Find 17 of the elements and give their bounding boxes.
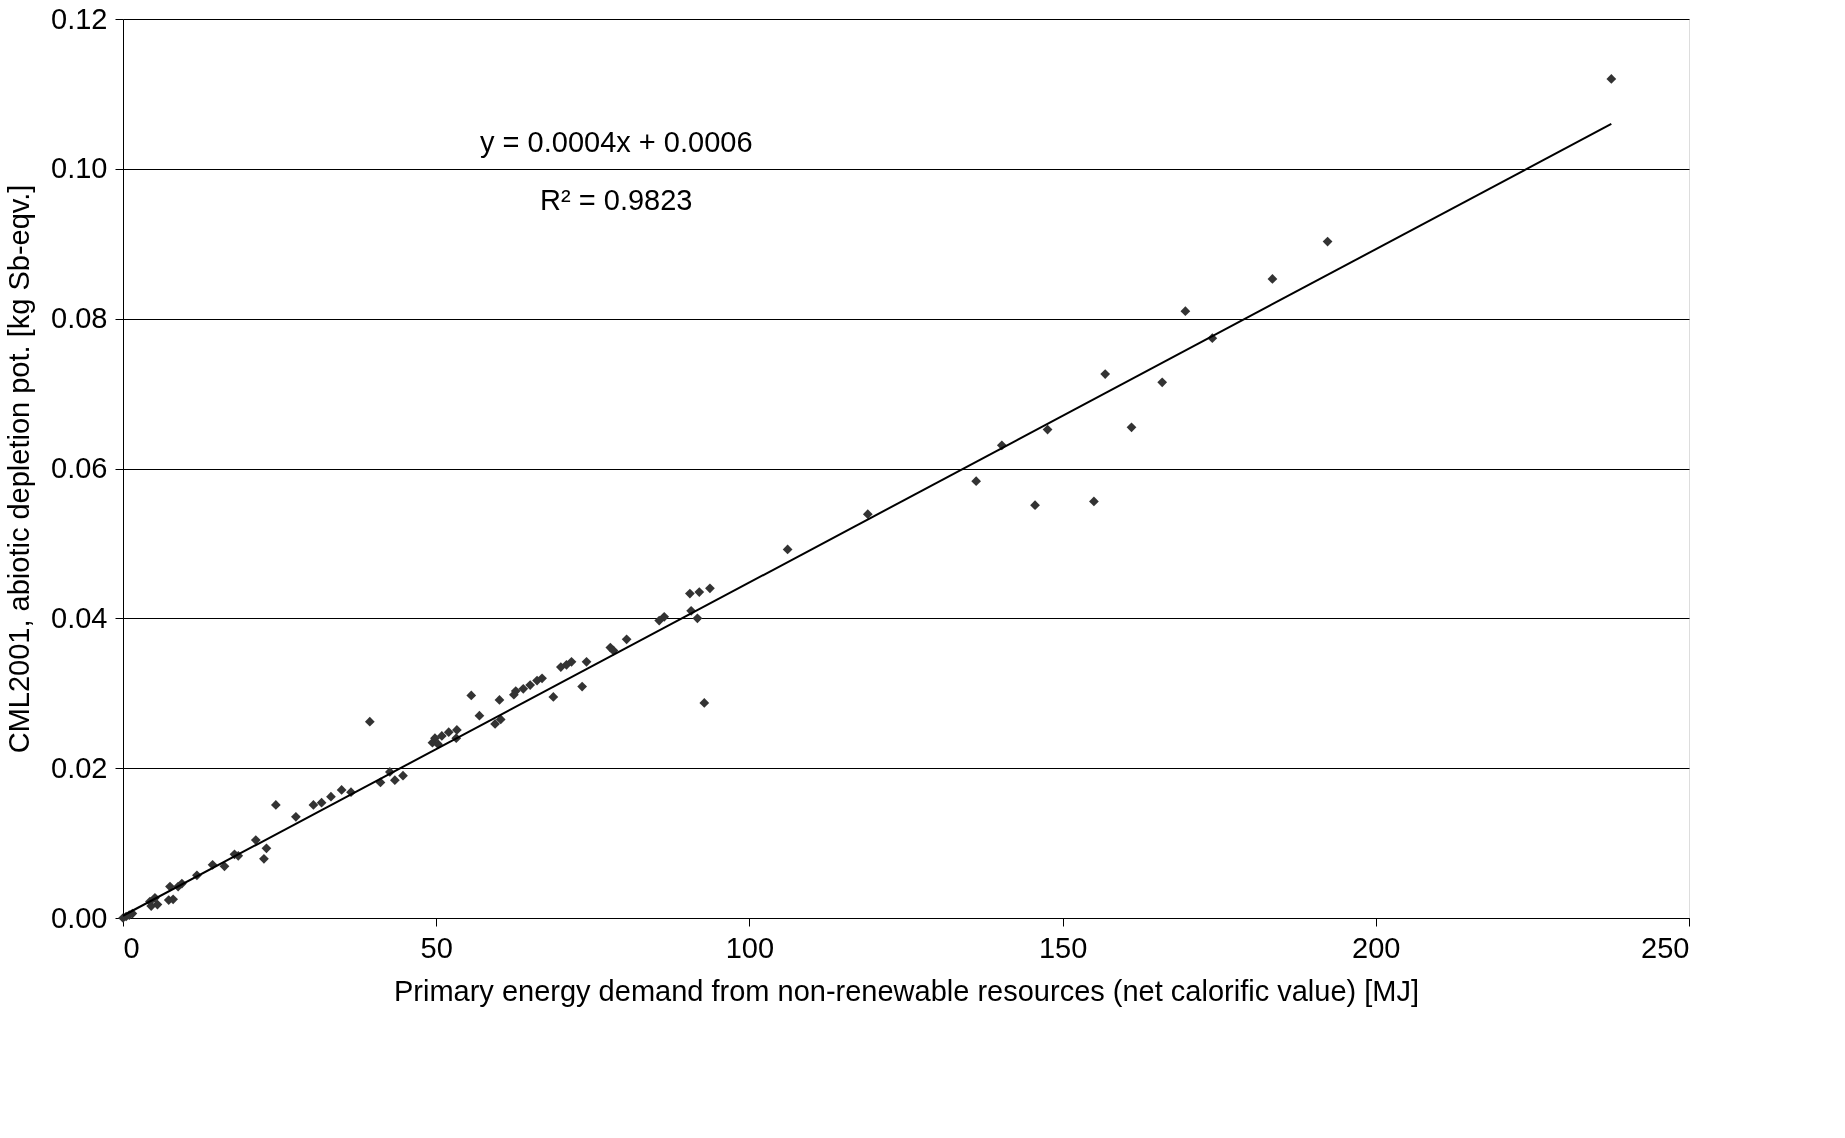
annotation: R² = 0.9823 <box>540 184 693 217</box>
y-tick-label: 0.00 <box>51 901 108 934</box>
y-tick-label: 0.02 <box>51 751 108 784</box>
x-axis-title: Primary energy demand from non-renewable resources (net calorific value) [MJ] <box>393 974 1420 1007</box>
x-tick-label: 0 <box>123 931 140 964</box>
y-tick-label: 0.06 <box>51 452 108 484</box>
y-tick-label: 0.04 <box>51 601 108 634</box>
x-tick-label: 250 <box>1641 931 1690 964</box>
y-axis-title: CML2001, abiotic depletion pot. [kg Sb-eqv.] <box>3 184 36 754</box>
y-tick-label: 0.12 <box>51 2 108 35</box>
annotation: y = 0.0004x + 0.0006 <box>480 126 753 159</box>
y-tick-label: 0.10 <box>51 152 108 185</box>
x-tick-label: 100 <box>725 931 775 964</box>
x-tick-label: 150 <box>1038 931 1088 964</box>
y-tick-label: 0.08 <box>51 302 108 335</box>
x-tick-label: 50 <box>420 931 453 964</box>
x-tick-label: 200 <box>1352 931 1401 964</box>
